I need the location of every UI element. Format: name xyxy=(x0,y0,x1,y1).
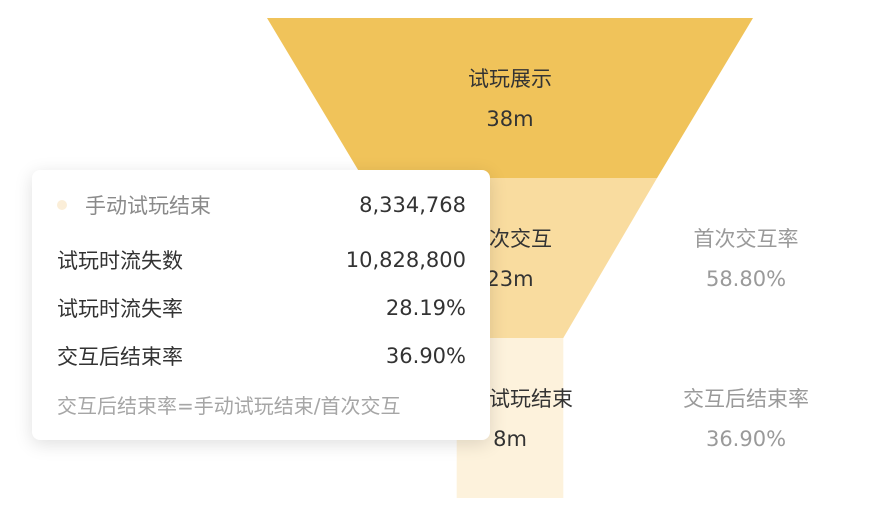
tooltip-row: 交互后结束率 36.90% xyxy=(57,341,466,371)
tooltip-row: 试玩时流失率 28.19% xyxy=(57,293,466,323)
funnel-stage-label: 试玩展示 xyxy=(468,67,552,91)
funnel-rate-value: 36.90% xyxy=(706,427,786,451)
tooltip-row-label: 试玩时流失数 xyxy=(57,249,183,273)
funnel-stage-value: 38m xyxy=(486,107,533,131)
funnel-stage-value: 23m xyxy=(486,267,533,291)
tooltip-series-value: 8,334,768 xyxy=(359,193,466,217)
funnel-rate-label: 交互后结束率 xyxy=(683,387,809,411)
series-dot-icon xyxy=(57,200,67,210)
tooltip-row-label: 试玩时流失率 xyxy=(57,297,183,321)
tooltip-row-value: 10,828,800 xyxy=(345,248,466,272)
funnel-rate-value: 58.80% xyxy=(706,267,786,291)
tooltip-series-name: 手动试玩结束 xyxy=(85,194,211,218)
tooltip-series-label: 手动试玩结束 xyxy=(57,190,211,220)
tooltip: 手动试玩结束 8,334,768 试玩时流失数 10,828,800 试玩时流失… xyxy=(32,170,490,440)
tooltip-formula: 交互后结束率=手动试玩结束/首次交互 xyxy=(57,394,401,418)
tooltip-row: 试玩时流失数 10,828,800 xyxy=(57,245,466,275)
funnel-rate-label: 首次交互率 xyxy=(694,227,799,251)
tooltip-series-row: 手动试玩结束 8,334,768 xyxy=(57,190,466,220)
funnel-segment[interactable] xyxy=(267,18,753,178)
tooltip-row-label: 交互后结束率 xyxy=(57,345,183,369)
tooltip-row-value: 28.19% xyxy=(385,296,466,320)
tooltip-row-value: 36.90% xyxy=(385,344,466,368)
funnel-stage-value: 8m xyxy=(493,427,527,451)
